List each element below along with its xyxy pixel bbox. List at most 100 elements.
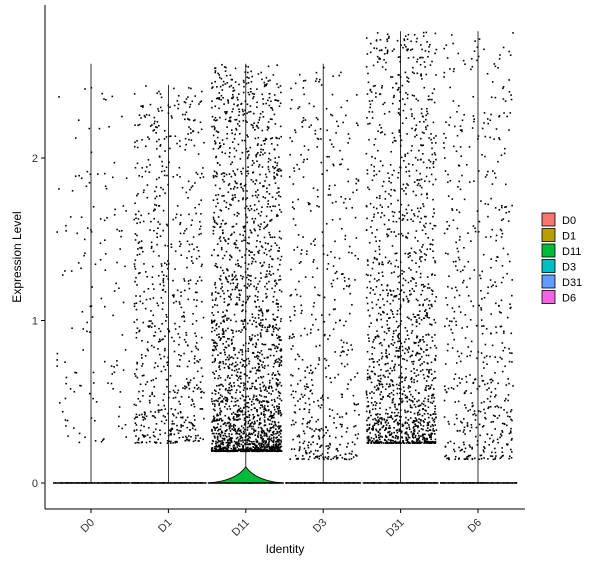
point <box>246 150 249 153</box>
point <box>211 322 213 324</box>
point <box>366 172 369 175</box>
point <box>317 399 319 402</box>
point <box>141 246 143 249</box>
point <box>232 282 235 285</box>
point <box>401 400 404 402</box>
point <box>246 405 248 408</box>
point <box>222 178 224 181</box>
point <box>240 103 242 105</box>
point <box>318 80 320 83</box>
point <box>267 442 270 444</box>
point <box>199 437 202 440</box>
point <box>290 294 293 296</box>
point <box>195 212 197 215</box>
point <box>185 439 188 441</box>
point <box>408 424 410 426</box>
point <box>215 324 217 327</box>
point <box>223 349 226 351</box>
point <box>401 219 404 221</box>
point <box>335 455 338 457</box>
point <box>214 70 217 72</box>
point <box>366 169 369 171</box>
point <box>313 105 315 108</box>
point <box>191 100 194 103</box>
point <box>278 403 280 405</box>
point <box>290 87 292 90</box>
point <box>157 227 159 229</box>
point <box>276 99 279 102</box>
point <box>326 429 329 432</box>
point <box>244 450 246 452</box>
point <box>90 151 93 154</box>
point <box>265 400 268 403</box>
point <box>373 256 376 259</box>
point <box>271 373 274 376</box>
point <box>227 207 230 210</box>
point <box>290 99 293 101</box>
point <box>366 419 368 422</box>
point <box>212 218 215 220</box>
point <box>270 417 273 420</box>
point <box>435 347 438 349</box>
point <box>333 421 335 424</box>
point <box>201 300 203 303</box>
point <box>262 430 265 432</box>
point <box>426 192 428 195</box>
point <box>243 423 246 426</box>
point <box>138 390 140 393</box>
point <box>393 365 396 368</box>
point <box>251 385 254 388</box>
point <box>411 323 414 326</box>
point <box>116 364 118 367</box>
point <box>214 184 217 187</box>
point <box>419 370 422 373</box>
point <box>246 441 248 443</box>
point <box>273 148 276 150</box>
point <box>229 389 232 392</box>
point <box>112 388 114 390</box>
point <box>298 441 301 444</box>
point <box>221 286 223 288</box>
point <box>259 417 261 420</box>
point <box>224 315 227 317</box>
point <box>214 67 216 70</box>
point <box>390 379 392 381</box>
point <box>154 190 156 193</box>
point <box>274 176 276 179</box>
point <box>184 435 187 438</box>
point <box>356 94 358 96</box>
point <box>257 212 260 215</box>
point <box>402 298 405 300</box>
point <box>296 435 299 438</box>
point <box>222 443 225 446</box>
point <box>167 328 169 330</box>
point <box>272 365 275 368</box>
point <box>264 173 267 176</box>
point <box>264 413 266 416</box>
point <box>112 314 114 317</box>
point <box>323 320 326 323</box>
point <box>306 366 309 369</box>
point <box>230 413 233 415</box>
point <box>217 440 220 442</box>
point <box>376 319 378 322</box>
point <box>235 419 238 421</box>
point <box>234 288 236 291</box>
point <box>167 245 169 247</box>
point <box>150 344 153 347</box>
point <box>411 164 414 166</box>
point <box>375 413 377 416</box>
point <box>219 295 222 298</box>
point <box>431 274 433 276</box>
point <box>228 427 231 430</box>
point <box>244 236 247 239</box>
point <box>70 270 73 272</box>
point <box>147 325 149 328</box>
point <box>249 440 251 443</box>
point <box>260 412 263 414</box>
point <box>248 450 251 452</box>
point <box>256 334 259 336</box>
point <box>307 421 309 424</box>
point <box>211 125 213 128</box>
point <box>414 423 416 426</box>
